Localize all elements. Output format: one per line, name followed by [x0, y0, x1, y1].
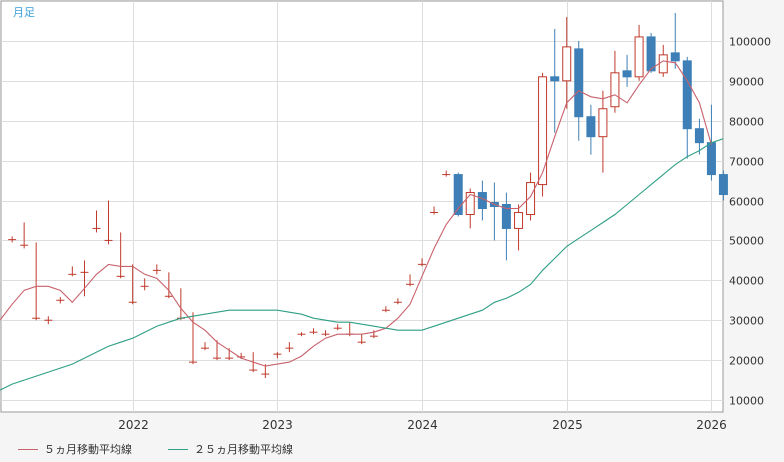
- candle: [646, 32, 656, 73]
- ma5-line: [0, 60, 712, 367]
- candle: [104, 200, 113, 245]
- candle: [670, 12, 680, 69]
- legend-item-ma5: ５ヵ月移動平均線: [18, 440, 132, 458]
- candle: [369, 330, 378, 339]
- candle: [442, 170, 451, 177]
- y-tick-label: 100000: [729, 36, 771, 49]
- candle-body: [477, 192, 487, 209]
- candle: [550, 28, 560, 133]
- candle-body: [658, 54, 668, 74]
- x-tick-label: 2026: [696, 418, 727, 432]
- candle-body: [501, 204, 511, 229]
- y-tick-label: 60000: [729, 196, 764, 209]
- candle: [598, 90, 608, 173]
- legend-swatch-ma25: [168, 448, 188, 450]
- candle-body: [598, 108, 608, 138]
- candle: [321, 330, 330, 337]
- candle: [453, 172, 463, 217]
- candle: [285, 342, 294, 353]
- candle: [682, 56, 692, 159]
- candle-body: [453, 174, 463, 215]
- candle: [357, 334, 366, 345]
- candle: [501, 192, 511, 261]
- legend-label-ma5: ５ヵ月移動平均線: [44, 443, 132, 456]
- candle: [418, 258, 427, 267]
- candle-body: [550, 76, 560, 82]
- candle: [514, 204, 524, 251]
- candle: [586, 104, 596, 155]
- moving-average-layer: [0, 60, 724, 391]
- candle-body: [706, 142, 716, 176]
- candle: [164, 272, 173, 299]
- legend-swatch-ma5: [18, 448, 38, 450]
- candle-body: [465, 192, 475, 215]
- candle: [393, 298, 402, 305]
- candle-body: [562, 46, 572, 82]
- candle: [694, 118, 704, 155]
- y-tick-label: 20000: [729, 355, 764, 368]
- x-tick-label: 2023: [262, 418, 293, 432]
- candle: [8, 236, 17, 243]
- candle-body: [514, 211, 524, 229]
- candle: [116, 232, 125, 279]
- candle: [213, 340, 222, 361]
- x-tick-label: 2022: [118, 418, 149, 432]
- axis-layer: 10000 20000 30000 40000 50000 60000 70000 80000…: [118, 36, 771, 433]
- candle-body: [538, 76, 548, 186]
- candle-body: [694, 128, 704, 144]
- period-label: 月足: [13, 6, 35, 19]
- candle-body: [682, 60, 692, 130]
- y-tick-label: 30000: [729, 315, 764, 328]
- candle: [562, 16, 572, 109]
- y-tick-label: 10000: [729, 395, 764, 408]
- candle: [201, 342, 210, 351]
- y-tick-label: 70000: [729, 156, 764, 169]
- candle: [297, 332, 306, 337]
- y-tick-label: 90000: [729, 76, 764, 89]
- legend-item-ma25: ２５ヵ月移動平均線: [168, 440, 293, 458]
- y-tick-label: 80000: [729, 116, 764, 129]
- candle-body: [634, 36, 644, 78]
- candle-body: [718, 174, 728, 196]
- candle-body: [526, 182, 536, 215]
- candle: [128, 264, 137, 305]
- candle: [68, 266, 77, 277]
- candle: [634, 24, 644, 81]
- candle: [381, 306, 390, 313]
- candle: [20, 222, 29, 249]
- candle: [152, 264, 161, 275]
- y-tick-label: 50000: [729, 235, 764, 248]
- candle-body: [574, 48, 584, 118]
- candle-layer: [8, 12, 728, 379]
- candle-body: [670, 52, 680, 62]
- candle-body: [622, 70, 632, 78]
- candle: [309, 328, 318, 335]
- candle-body: [610, 72, 620, 108]
- candle: [80, 260, 89, 297]
- legend-label-ma25: ２５ヵ月移動平均線: [194, 443, 293, 456]
- candle: [44, 316, 53, 325]
- ma25-line: [0, 138, 724, 391]
- grid-layer: [1, 1, 723, 412]
- candle: [189, 312, 198, 365]
- candle: [273, 352, 282, 359]
- candle: [140, 278, 149, 291]
- candle: [610, 50, 620, 113]
- candle: [406, 274, 415, 287]
- candle: [718, 170, 728, 201]
- candle: [56, 297, 65, 304]
- candle-body: [586, 116, 596, 138]
- candle: [32, 242, 41, 321]
- candle: [92, 210, 101, 233]
- candle: [622, 54, 632, 87]
- candle: [538, 72, 548, 197]
- x-tick-label: 2025: [552, 418, 583, 432]
- y-tick-label: 40000: [729, 275, 764, 288]
- candle: [333, 324, 342, 331]
- candle-body: [646, 36, 656, 72]
- candle: [430, 206, 439, 215]
- x-tick-label: 2024: [407, 418, 438, 432]
